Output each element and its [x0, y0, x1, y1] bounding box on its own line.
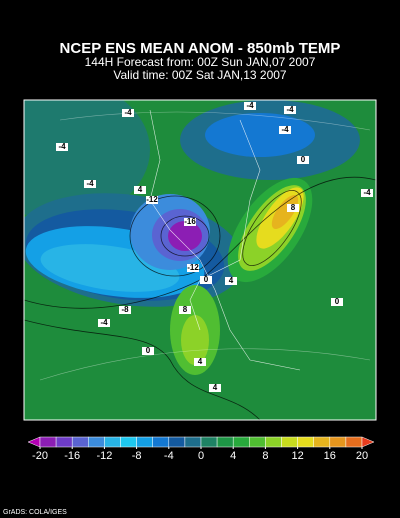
contour-label: 4 [198, 357, 203, 366]
contour-label: 4 [229, 276, 234, 285]
colorbar-segment [216, 436, 234, 448]
colorbar-segment [232, 436, 250, 448]
colorbar-segment [168, 436, 186, 448]
colorbar-arrow [27, 436, 41, 448]
contour-label: -4 [246, 101, 254, 110]
contour-label: -4 [124, 108, 132, 117]
colorbar-segment [39, 436, 57, 448]
anomaly-area [271, 194, 299, 230]
anomaly-area [181, 315, 209, 365]
colorbar-tick-label: 4 [230, 450, 236, 462]
colorbar-segment [329, 436, 347, 448]
contour-label-bg [331, 298, 343, 306]
contour-label: 8 [183, 305, 188, 314]
contour-label-bg [244, 102, 256, 110]
contour-label-bg [142, 347, 154, 355]
colorbar-arrow [361, 436, 375, 448]
colorbar-segment [265, 436, 282, 448]
colorbar-segment [313, 436, 331, 448]
colorbar-segment [120, 436, 137, 448]
contour-label: -12 [146, 195, 158, 204]
map-frame [23, 99, 377, 421]
contour-label: 0 [146, 346, 151, 355]
anomaly-area [168, 221, 202, 251]
geography [39, 109, 371, 381]
contour-label: -8 [121, 305, 129, 314]
contour-label-bg [122, 109, 134, 117]
colorbar-segment [71, 436, 89, 448]
contour-label-bg [179, 306, 191, 314]
contour-label-bg [279, 126, 291, 134]
contour-label-bg [200, 276, 212, 284]
contour-label: -4 [286, 105, 294, 114]
colorbar-tick-label: -12 [96, 450, 112, 462]
colorbar-tick-label: -4 [164, 450, 174, 462]
colorbar-tick-label: 12 [291, 450, 303, 462]
colorbar-tick-label: 16 [324, 450, 336, 462]
contour-label-bg [98, 319, 110, 327]
contour-label-bg [209, 384, 221, 392]
valid-line: Valid time: 00Z Sat JAN,13 2007 [113, 68, 287, 82]
contour-label-bg [184, 218, 196, 226]
contour-label: 4 [213, 383, 218, 392]
colorbar-segment [88, 436, 105, 448]
contour-label: -4 [86, 179, 94, 188]
forecast-line: 144H Forecast from: 00Z Sun JAN,07 2007 [85, 55, 316, 69]
title: NCEP ENS MEAN ANOM - 850mb TEMP [60, 40, 341, 57]
contour-label: 0 [204, 275, 209, 284]
colorbar-tick-label: 0 [198, 450, 204, 462]
contour-label-bg [194, 358, 206, 366]
contour-label: -12 [187, 263, 199, 272]
contour-label: -4 [363, 188, 371, 197]
contour-label: 0 [335, 297, 340, 306]
anomaly-area [24, 100, 150, 220]
colorbar-segment [152, 436, 170, 448]
contour-label-bg [146, 196, 158, 204]
contour-label: -16 [184, 217, 196, 226]
colorbar-segment [55, 436, 73, 448]
colorbar-tick-label: -8 [132, 450, 142, 462]
contour-label: -4 [100, 318, 108, 327]
colorbar-segment [136, 436, 153, 448]
colorbar-tick-label: 8 [262, 450, 268, 462]
contour-label-bg [56, 143, 68, 151]
colorbar-segment [281, 436, 298, 448]
contour-label-bg [119, 306, 131, 314]
colorbar-tick-label: -16 [64, 450, 80, 462]
colorbar-tick-label: -20 [32, 450, 48, 462]
contour-label: 4 [138, 185, 143, 194]
contour-label: 0 [301, 155, 306, 164]
contour-label: -4 [281, 125, 289, 134]
anomaly-area [205, 113, 315, 157]
contour-label: 8 [291, 203, 296, 212]
contour-label-bg [297, 156, 309, 164]
colorbar-tick-label: 20 [356, 450, 368, 462]
colorbar-segment [345, 436, 363, 448]
contour-label-bg [287, 204, 299, 212]
contour-label-bg [284, 106, 296, 114]
colorbar-segment [200, 436, 218, 448]
colorbar-segment [297, 436, 314, 448]
contour-label-bg [361, 189, 373, 197]
colorbar-segment [104, 436, 121, 448]
colorbar-segment [184, 436, 202, 448]
contour-label-bg [225, 277, 237, 285]
contour-label-bg [187, 264, 199, 272]
contour-label-bg [84, 180, 96, 188]
colorbar-segment [249, 436, 266, 448]
contour-label-bg [134, 186, 146, 194]
footer: GrADS: COLA/IGES [3, 509, 67, 516]
contour-label: -4 [58, 142, 66, 151]
